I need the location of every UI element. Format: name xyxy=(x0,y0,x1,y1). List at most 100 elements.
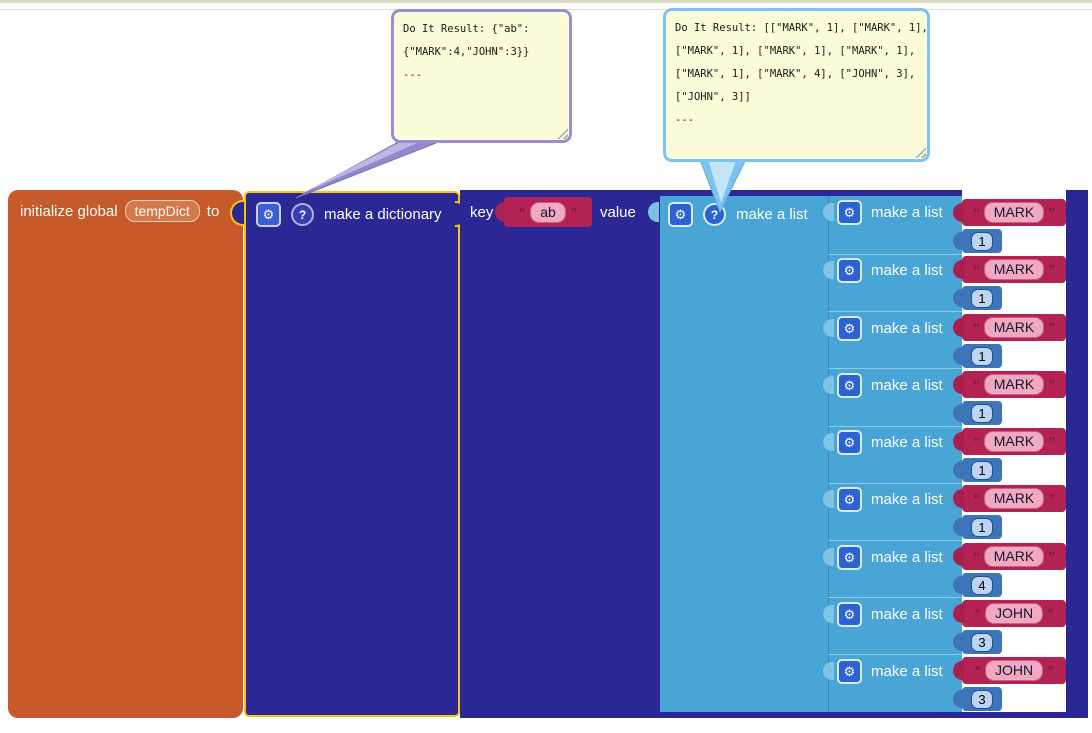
comment-resize-handle[interactable] xyxy=(915,147,926,158)
number-field[interactable]: 1 xyxy=(971,231,993,251)
text-field[interactable]: MARK xyxy=(983,317,1045,338)
text-block[interactable]: “JOHN” xyxy=(953,600,1066,627)
number-field[interactable]: 1 xyxy=(971,460,993,480)
variable-name-field[interactable]: tempDict xyxy=(124,200,200,222)
close-quote-icon: ” xyxy=(1048,205,1055,220)
number-block[interactable]: 1 xyxy=(953,286,1002,310)
mutator-gear-icon[interactable]: ⚙ xyxy=(837,316,862,341)
initialize-global-block[interactable]: initialize global tempDict to xyxy=(8,190,243,718)
close-quote-icon: ” xyxy=(1048,434,1055,449)
mutator-gear-icon[interactable]: ⚙ xyxy=(837,487,862,512)
make-a-list-block-inner[interactable]: ⚙ make a list xyxy=(823,196,962,254)
text-block[interactable]: “MARK” xyxy=(953,485,1066,512)
number-block[interactable]: 1 xyxy=(953,344,1002,368)
make-a-list-label: make a list xyxy=(871,262,943,279)
comment-line: --- xyxy=(403,69,422,81)
mutator-gear-icon[interactable]: ⚙ xyxy=(837,602,862,627)
text-field[interactable]: MARK xyxy=(983,546,1045,567)
number-block[interactable]: 1 xyxy=(953,458,1002,482)
number-block[interactable]: 4 xyxy=(953,573,1002,597)
text-field[interactable]: MARK xyxy=(983,202,1045,223)
close-quote-icon: ” xyxy=(570,204,578,220)
mutator-gear-icon[interactable]: ⚙ xyxy=(668,202,693,227)
make-a-list-block-inner[interactable]: ⚙ make a list xyxy=(823,483,962,540)
do-it-result-comment-dictionary[interactable]: Do It Result: {"ab": {"MARK":4,"JOHN":3}}… xyxy=(391,9,572,143)
number-field[interactable]: 4 xyxy=(971,575,993,595)
make-a-list-label: make a list xyxy=(871,320,943,337)
list-socket-notch xyxy=(823,605,834,623)
make-a-list-block-inner[interactable]: ⚙ make a list xyxy=(823,654,962,712)
number-block-plug xyxy=(953,461,964,479)
text-block[interactable]: “MARK” xyxy=(953,256,1066,283)
text-block-ab-plug xyxy=(495,202,506,222)
number-block[interactable]: 3 xyxy=(953,687,1002,711)
close-quote-icon: ” xyxy=(1048,377,1055,392)
text-block-ab[interactable]: “ ab ” xyxy=(504,197,592,227)
make-a-list-block-inner[interactable]: ⚙ make a list xyxy=(823,311,962,368)
comment-line: --- xyxy=(675,114,694,126)
list-socket-notch xyxy=(823,490,834,508)
close-quote-icon: ” xyxy=(1048,549,1055,564)
text-field[interactable]: MARK xyxy=(983,259,1045,280)
open-quote-icon: “ xyxy=(518,204,526,220)
mutator-gear-icon[interactable]: ⚙ xyxy=(837,200,862,225)
dictionary-pair-block[interactable] xyxy=(460,190,660,718)
text-field[interactable]: JOHN xyxy=(984,660,1044,681)
number-field[interactable]: 3 xyxy=(971,689,993,709)
text-field[interactable]: MARK xyxy=(983,374,1045,395)
comment-line: ["MARK", 1], ["MARK", 4], ["JOHN", 3], xyxy=(675,68,916,80)
text-field[interactable]: MARK xyxy=(983,488,1045,509)
pair-key-label: key xyxy=(470,204,494,221)
text-block[interactable]: “MARK” xyxy=(953,371,1066,398)
mutator-gear-icon[interactable]: ⚙ xyxy=(256,202,281,227)
number-block-plug xyxy=(953,690,964,708)
mutator-gear-icon[interactable]: ⚙ xyxy=(837,659,862,684)
mutator-gear-icon[interactable]: ⚙ xyxy=(837,258,862,283)
text-block[interactable]: “MARK” xyxy=(953,543,1066,570)
text-block[interactable]: “MARK” xyxy=(953,428,1066,455)
question-help-icon[interactable]: ? xyxy=(291,203,314,226)
number-field[interactable]: 1 xyxy=(971,403,993,423)
number-block[interactable]: 1 xyxy=(953,229,1002,253)
comment-resize-handle[interactable] xyxy=(557,128,568,139)
do-it-result-comment-list[interactable]: Do It Result: [["MARK", 1], ["MARK", 1],… xyxy=(663,8,930,162)
list-socket-notch xyxy=(823,203,834,221)
make-a-list-block-inner[interactable]: ⚙ make a list xyxy=(823,426,962,483)
make-a-list-block-outer[interactable]: ⚙ ? make a list xyxy=(660,196,828,712)
text-block[interactable]: “MARK” xyxy=(953,314,1066,341)
number-field[interactable]: 1 xyxy=(971,288,993,308)
text-field[interactable]: MARK xyxy=(983,431,1045,452)
outer-list-plug xyxy=(648,202,659,222)
question-help-icon[interactable]: ? xyxy=(703,203,726,226)
mutator-gear-icon[interactable]: ⚙ xyxy=(837,373,862,398)
make-a-list-label: make a list xyxy=(871,204,943,221)
make-a-list-label: make a list xyxy=(736,206,808,223)
make-a-dictionary-block[interactable]: ⚙ ? make a dictionary xyxy=(244,191,460,717)
text-block[interactable]: “MARK” xyxy=(953,199,1066,226)
text-field[interactable]: JOHN xyxy=(984,603,1044,624)
number-block[interactable]: 1 xyxy=(953,401,1002,425)
make-a-list-block-inner[interactable]: ⚙ make a list xyxy=(823,540,962,597)
make-a-list-block-inner[interactable]: ⚙ make a list xyxy=(823,368,962,426)
list-socket-notch xyxy=(823,319,834,337)
number-block[interactable]: 3 xyxy=(953,630,1002,654)
number-block-plug xyxy=(953,232,964,250)
open-quote-icon: “ xyxy=(973,262,980,277)
number-field[interactable]: 3 xyxy=(971,632,993,652)
open-quote-icon: “ xyxy=(973,549,980,564)
mutator-gear-icon[interactable]: ⚙ xyxy=(837,430,862,455)
make-a-list-block-inner[interactable]: ⚙ make a list xyxy=(823,254,962,311)
comment-line: ["MARK", 1], ["MARK", 1], ["MARK", 1], xyxy=(675,45,916,57)
number-field[interactable]: 1 xyxy=(971,346,993,366)
number-field[interactable]: 1 xyxy=(971,517,993,537)
mutator-gear-icon[interactable]: ⚙ xyxy=(837,545,862,570)
open-quote-icon: “ xyxy=(974,663,981,678)
text-field-ab[interactable]: ab xyxy=(530,201,566,223)
open-quote-icon: “ xyxy=(973,491,980,506)
number-block[interactable]: 1 xyxy=(953,515,1002,539)
text-block[interactable]: “JOHN” xyxy=(953,657,1066,684)
open-quote-icon: “ xyxy=(973,434,980,449)
close-quote-icon: ” xyxy=(1047,663,1054,678)
make-a-list-block-inner[interactable]: ⚙ make a list xyxy=(823,597,962,654)
